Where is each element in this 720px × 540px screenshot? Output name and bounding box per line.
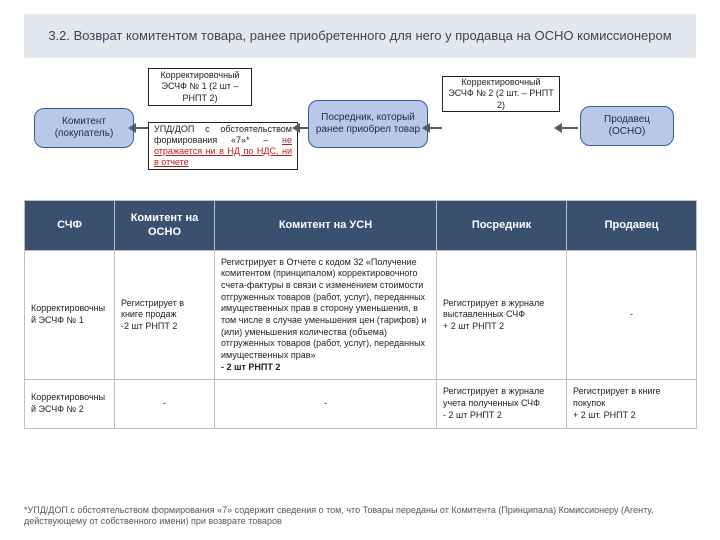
section-title-text: 3.2. Возврат комитентом товара, ранее пр… [48,28,671,45]
table-row: Корректировочный ЭСЧФ № 1 Регистрирует в… [25,250,697,380]
note-korr2: Корректировочный ЭСЧФ № 2 (2 шт. – РНПТ … [442,76,560,112]
flow-diagram: Комитент (покупатель) Посредник, который… [0,62,720,194]
col-schf: СЧФ [25,201,115,251]
note-upd: УПД/ДОП с обстоятельством формирования «… [148,122,298,170]
node-prodavec: Продавец (ОСНО) [580,106,674,146]
schf-table: СЧФ Комитент на ОСНО Комитент на УСН Пос… [24,200,697,429]
section-title: 3.2. Возврат комитентом товара, ранее пр… [24,14,696,58]
cell-posr: Регистрирует в журнале выставленных СЧФ … [437,250,567,380]
col-osno: Комитент на ОСНО [115,201,215,251]
footnote: *УПД/ДОП с обстоятельством формирования … [24,505,696,528]
col-posrednik: Посредник [437,201,567,251]
note-korr2-text: Корректировочный ЭСЧФ № 2 (2 шт. – РНПТ … [448,77,554,111]
table-row: Корректировочный ЭСЧФ № 2 - - Регистриру… [25,380,697,428]
cell-usn: - [215,380,437,428]
cell-prod: - [567,250,697,380]
node-komitent: Комитент (покупатель) [34,108,134,148]
table-header-row: СЧФ Комитент на ОСНО Комитент на УСН Пос… [25,201,697,251]
note-korr1-text: Корректировочный ЭСЧФ № 1 (2 шт – РНПТ 2… [154,70,246,104]
cell-usn: Регистрирует в Отчете с кодом 32 «Получе… [215,250,437,380]
note-korr1: Корректировочный ЭСЧФ № 1 (2 шт – РНПТ 2… [148,68,252,106]
node-posrednik: Посредник, который ранее приобрел товар [308,100,428,148]
cell-prod: Регистрирует в книге покупок + 2 шт. РНП… [567,380,697,428]
col-prodavec: Продавец [567,201,697,251]
node-komitent-label: Комитент (покупатель) [41,116,127,141]
page: 3.2. Возврат комитентом товара, ранее пр… [0,0,720,540]
note-upd-text: УПД/ДОП с обстоятельством формирования «… [154,124,292,169]
cell-osno: - [115,380,215,428]
node-prodavec-label: Продавец (ОСНО) [587,114,667,139]
col-usn: Комитент на УСН [215,201,437,251]
node-posrednik-label: Посредник, который ранее приобрел товар [315,112,421,137]
cell-schf: Корректировочный ЭСЧФ № 1 [25,250,115,380]
cell-osno: Регистрирует в книге продаж -2 шт РНПТ 2 [115,250,215,380]
cell-posr: Регистрирует в журнале учета полученных … [437,380,567,428]
cell-schf: Корректировочный ЭСЧФ № 2 [25,380,115,428]
